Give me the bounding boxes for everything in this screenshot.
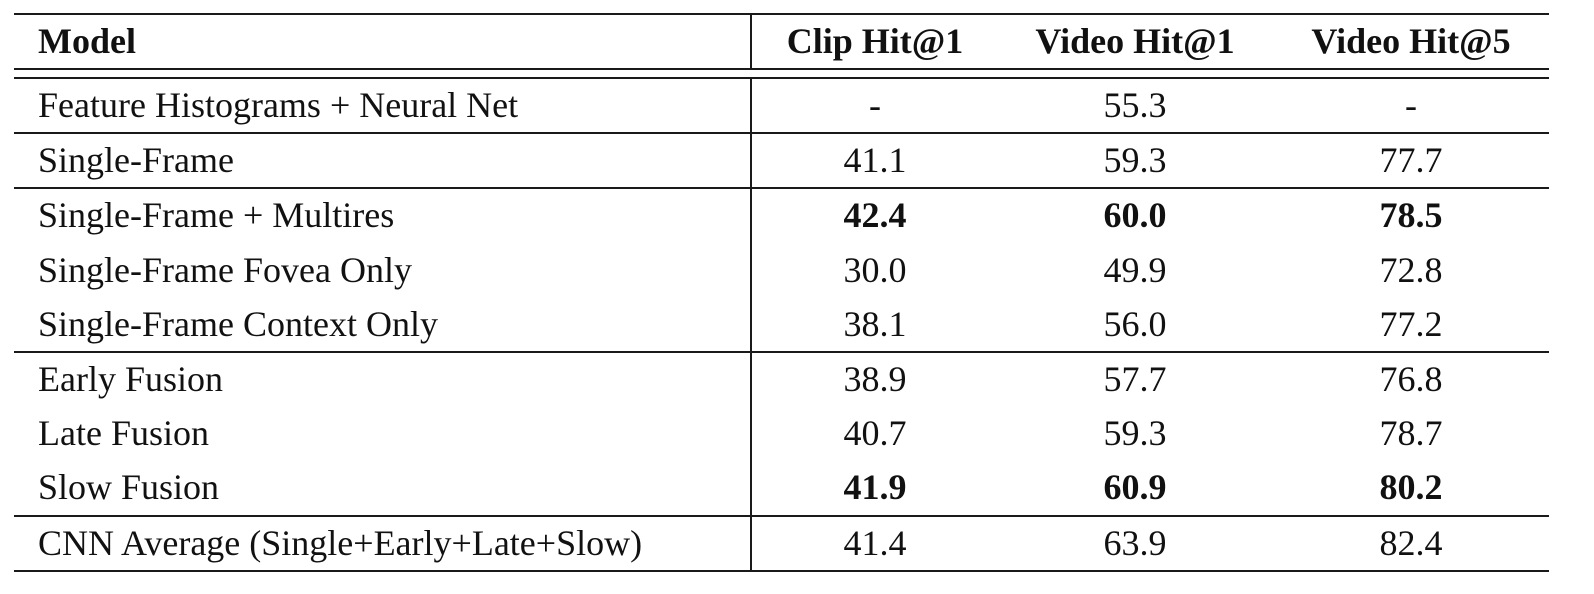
table-row: CNN Average (Single+Early+Late+Slow) 41.… [0, 516, 1594, 570]
cell-clip-hit1: - [760, 78, 990, 132]
header-clip-hit1: Clip Hit@1 [760, 14, 990, 68]
cell-model: Single-Frame [38, 133, 234, 187]
table-row: Early Fusion 38.9 57.7 76.8 [0, 352, 1594, 406]
table-row: Late Fusion 40.7 59.3 78.7 [0, 406, 1594, 460]
cell-clip-hit1: 38.9 [760, 352, 990, 406]
table-row: Single-Frame Context Only 38.1 56.0 77.2 [0, 297, 1594, 351]
cell-clip-hit1: 38.1 [760, 297, 990, 351]
table-row: Feature Histograms + Neural Net - 55.3 - [0, 78, 1594, 132]
cell-video-hit1: 60.9 [1020, 460, 1250, 514]
cell-video-hit5: 82.4 [1296, 516, 1526, 570]
header-rule-1 [14, 68, 1549, 70]
cell-video-hit5: 80.2 [1296, 460, 1526, 514]
cell-model: Early Fusion [38, 352, 223, 406]
cell-model: Single-Frame Fovea Only [38, 243, 412, 297]
cell-video-hit1: 59.3 [1020, 406, 1250, 460]
cell-video-hit5: 76.8 [1296, 352, 1526, 406]
cell-clip-hit1: 41.4 [760, 516, 990, 570]
cell-clip-hit1: 42.4 [760, 188, 990, 242]
cell-clip-hit1: 41.1 [760, 133, 990, 187]
cell-video-hit5: 78.7 [1296, 406, 1526, 460]
header-video-hit1: Video Hit@1 [1020, 14, 1250, 68]
cell-video-hit1: 55.3 [1020, 78, 1250, 132]
cell-video-hit5: 77.2 [1296, 297, 1526, 351]
table-row: Single-Frame 41.1 59.3 77.7 [0, 133, 1594, 187]
cell-video-hit1: 63.9 [1020, 516, 1250, 570]
cell-clip-hit1: 41.9 [760, 460, 990, 514]
cell-video-hit1: 49.9 [1020, 243, 1250, 297]
header-video-hit5: Video Hit@5 [1296, 14, 1526, 68]
table-row: Slow Fusion 41.9 60.9 80.2 [0, 460, 1594, 514]
cell-model: Slow Fusion [38, 460, 219, 514]
cell-clip-hit1: 40.7 [760, 406, 990, 460]
table-bottom-rule [14, 570, 1549, 572]
table-row: Single-Frame + Multires 42.4 60.0 78.5 [0, 188, 1594, 242]
cell-video-hit1: 56.0 [1020, 297, 1250, 351]
cell-model: CNN Average (Single+Early+Late+Slow) [38, 516, 642, 570]
cell-video-hit5: - [1296, 78, 1526, 132]
cell-clip-hit1: 30.0 [760, 243, 990, 297]
cell-video-hit5: 77.7 [1296, 133, 1526, 187]
cell-model: Feature Histograms + Neural Net [38, 78, 518, 132]
cell-video-hit1: 60.0 [1020, 188, 1250, 242]
cell-model: Single-Frame + Multires [38, 188, 394, 242]
table-header: Model Clip Hit@1 Video Hit@1 Video Hit@5 [0, 14, 1594, 68]
cell-video-hit1: 57.7 [1020, 352, 1250, 406]
cell-video-hit5: 72.8 [1296, 243, 1526, 297]
cell-video-hit5: 78.5 [1296, 188, 1526, 242]
cell-model: Single-Frame Context Only [38, 297, 438, 351]
cell-model: Late Fusion [38, 406, 209, 460]
header-model: Model [38, 14, 136, 68]
table-row: Single-Frame Fovea Only 30.0 49.9 72.8 [0, 243, 1594, 297]
cell-video-hit1: 59.3 [1020, 133, 1250, 187]
